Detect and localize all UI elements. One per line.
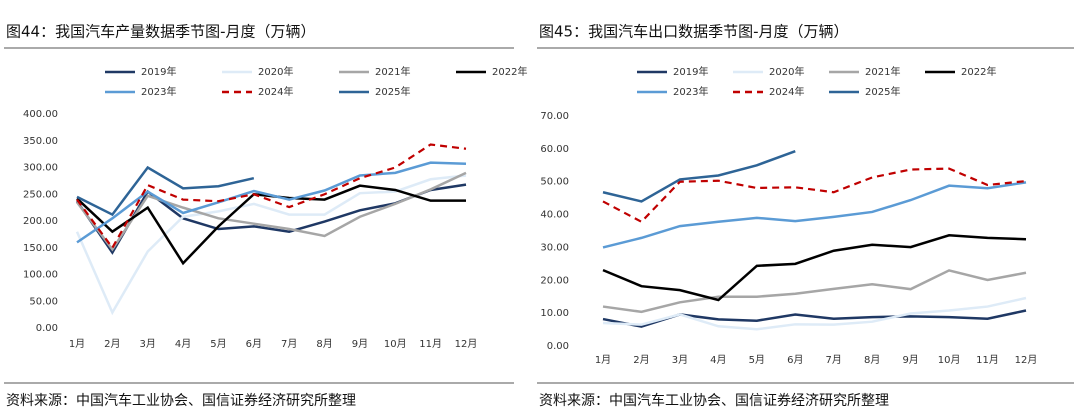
legend-label: 2023年	[673, 85, 708, 98]
x-tick-label: 12月	[1015, 354, 1038, 366]
legend-label: 2019年	[141, 65, 176, 78]
legend-label: 2022年	[961, 65, 996, 78]
x-tick-label: 1月	[595, 354, 611, 366]
y-tick-label: 10.00	[540, 308, 569, 319]
series-line	[75, 174, 467, 316]
x-tick-label: 3月	[672, 354, 688, 366]
series-line	[602, 181, 1027, 249]
series-line	[602, 296, 1027, 331]
x-tick-label: 2月	[633, 354, 649, 366]
x-tick-label: 7月	[281, 338, 297, 350]
x-tick-label: 3月	[140, 338, 156, 350]
y-tick-label: 250.00	[23, 189, 58, 200]
y-tick-label: 200.00	[23, 216, 58, 227]
y-tick-label: 40.00	[540, 210, 569, 221]
y-tick-label: 70.00	[540, 111, 569, 122]
x-tick-label: 8月	[864, 354, 880, 366]
legend-label: 2025年	[375, 85, 410, 98]
x-tick-label: 9月	[902, 354, 918, 366]
series-line	[602, 167, 1027, 224]
series-line	[76, 171, 467, 252]
y-tick-label: 0.00	[547, 341, 569, 352]
y-tick-label: 350.00	[23, 136, 58, 147]
chart-title: 图44：我国汽车产量数据季节图-月度（万辆）	[6, 23, 316, 41]
legend-label: 2020年	[769, 65, 804, 78]
series-line	[602, 149, 796, 203]
y-tick-label: 300.00	[23, 163, 58, 174]
y-tick-label: 150.00	[23, 243, 58, 254]
y-tick-label: 20.00	[540, 275, 569, 286]
source-note: 资料来源：中国汽车工业协会、国信证券经济研究所整理	[6, 392, 356, 409]
x-tick-label: 7月	[826, 354, 842, 366]
x-tick-label: 6月	[246, 338, 262, 350]
y-tick-label: 100.00	[23, 270, 58, 281]
legend-label: 2021年	[375, 65, 410, 78]
x-tick-label: 5月	[749, 354, 765, 366]
x-tick-label: 5月	[210, 338, 226, 350]
x-tick-label: 2月	[104, 338, 120, 350]
legend-label: 2023年	[141, 85, 176, 98]
y-tick-label: 0.00	[36, 323, 58, 334]
legend-label: 2025年	[865, 85, 900, 98]
series-line	[76, 184, 466, 266]
legend-label: 2022年	[492, 65, 527, 78]
y-tick-label: 50.00	[29, 296, 58, 307]
y-tick-label: 30.00	[540, 242, 569, 253]
x-tick-label: 10月	[384, 338, 407, 350]
y-tick-label: 400.00	[23, 109, 58, 120]
x-tick-label: 9月	[352, 338, 368, 350]
series-line	[76, 165, 255, 217]
x-tick-label: 4月	[175, 338, 191, 350]
chart-title: 图45：我国汽车出口数据季节图-月度（万辆）	[539, 23, 849, 41]
legend-label: 2020年	[258, 65, 293, 78]
legend-label: 2019年	[673, 65, 708, 78]
legend-label: 2021年	[865, 65, 900, 78]
y-tick-label: 50.00	[540, 177, 569, 188]
x-tick-label: 10月	[938, 354, 961, 366]
x-tick-label: 4月	[710, 354, 726, 366]
legend-label: 2024年	[258, 85, 293, 98]
y-tick-label: 60.00	[540, 144, 569, 155]
series-line	[602, 269, 1027, 314]
source-note: 资料来源：中国汽车工业协会、国信证券经济研究所整理	[539, 392, 889, 409]
legend-label: 2024年	[769, 85, 804, 98]
x-tick-label: 11月	[976, 354, 999, 366]
x-tick-label: 11月	[419, 338, 442, 350]
x-tick-label: 12月	[455, 338, 478, 350]
series-line	[76, 143, 467, 250]
series-line	[76, 161, 467, 244]
series-line	[602, 234, 1027, 302]
x-tick-label: 8月	[316, 338, 332, 350]
x-tick-label: 1月	[69, 338, 85, 350]
x-tick-label: 6月	[787, 354, 803, 366]
